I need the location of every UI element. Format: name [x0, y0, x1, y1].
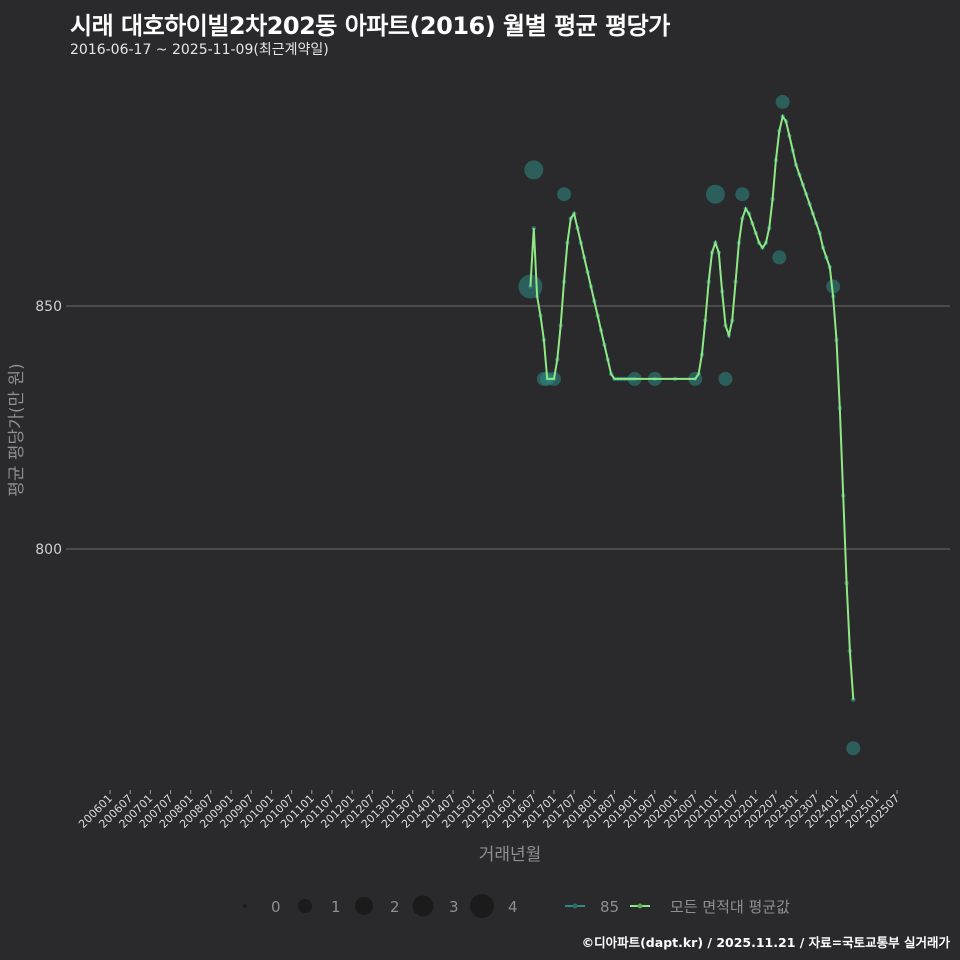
legend-size-3 — [412, 895, 434, 917]
legend-size-label: 2 — [390, 898, 400, 916]
gridlines — [70, 305, 950, 550]
series-85-points — [528, 114, 856, 702]
source-credit: ©디아파트(dapt.kr) / 2025.11.21 / 자료=국토교통부 실… — [581, 935, 950, 950]
y-tick-label: 850 — [35, 299, 62, 315]
x-axis-ticks: 2006012006072007012007072008012008072009… — [76, 790, 902, 831]
trade-bubble — [524, 160, 544, 180]
legend-size-label: 0 — [271, 898, 281, 916]
trade-bubble — [705, 184, 725, 204]
legend-size-0 — [243, 904, 247, 908]
y-axis-label: 평균 평당가(만 원) — [7, 363, 27, 497]
legend-size-label: 3 — [449, 898, 459, 916]
series-average-line — [529, 114, 855, 700]
legend-series-average: 모든 면적대 평균값 — [670, 898, 790, 916]
legend-size-4 — [470, 894, 494, 918]
x-axis-label: 거래년월 — [479, 845, 542, 865]
trade-bubble — [826, 279, 841, 294]
chart-subtitle: 2016-06-17 ~ 2025-11-09(최근계약일) — [70, 42, 329, 58]
trade-bubble — [557, 187, 572, 202]
trade-bubble — [718, 371, 733, 386]
legend-size-1 — [298, 899, 312, 913]
legend-size-label: 1 — [331, 898, 341, 916]
trade-bubble — [772, 250, 787, 265]
trade-bubble — [775, 94, 790, 109]
series-85-bubbles — [518, 94, 861, 756]
legend-series-85: 85 — [600, 898, 619, 916]
legend: 0 1 2 3 4 85 모든 면적대 평균값 — [243, 894, 790, 918]
trade-bubble — [735, 187, 750, 202]
legend-size-label: 4 — [508, 898, 518, 916]
y-tick-label: 800 — [35, 542, 62, 558]
trade-bubble — [846, 741, 861, 756]
chart-title: 시래 대호하이빌2차202동 아파트(2016) 월별 평균 평당가 — [70, 12, 670, 40]
y-axis-ticks: 800 850 — [35, 299, 70, 558]
legend-size-2 — [355, 897, 373, 915]
